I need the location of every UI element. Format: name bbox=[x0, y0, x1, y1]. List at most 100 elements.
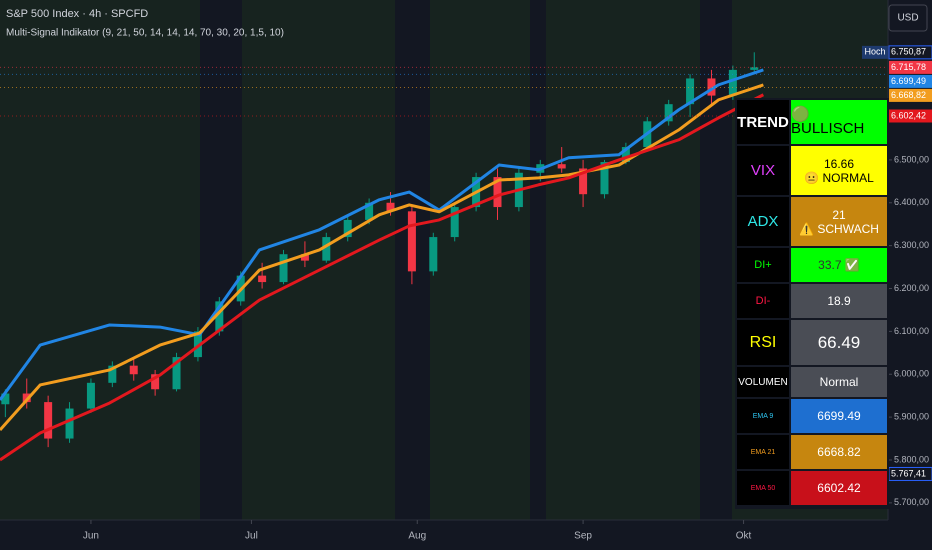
y-tick-label: 5.800,00 bbox=[894, 454, 929, 464]
y-tick-label: 6.300,00 bbox=[894, 240, 929, 250]
price-badge-label: 6.715,78 bbox=[891, 62, 926, 72]
candle-body bbox=[365, 202, 374, 220]
panel-row: DI+ 33.7 ✅ bbox=[737, 248, 887, 282]
row-value: Normal bbox=[819, 375, 859, 389]
candle-body bbox=[750, 67, 759, 70]
candle-body bbox=[258, 275, 267, 283]
session-band bbox=[530, 0, 546, 520]
row-label: VIX bbox=[737, 146, 789, 195]
candle-body bbox=[322, 237, 331, 261]
row-value: 6668.82 bbox=[817, 445, 861, 459]
candle-body bbox=[65, 408, 74, 439]
row-label: EMA 50 bbox=[737, 471, 789, 505]
row-value: 6699.49 bbox=[817, 409, 861, 423]
row-value-cell: 6699.49 bbox=[791, 399, 887, 433]
candle-body bbox=[493, 177, 502, 208]
signal-panel: TREND 🟢 BULLISCH VIX 16.66 😐 NORMAL ADX 21 ⚠️ S… bbox=[735, 98, 889, 509]
price-badge bbox=[889, 74, 932, 88]
candle-body bbox=[108, 365, 117, 383]
price-badge bbox=[888, 45, 932, 60]
y-tick-label: 6.200,00 bbox=[894, 283, 929, 293]
x-tick-label: Jun bbox=[83, 531, 99, 542]
panel-row: DI- 18.9 bbox=[737, 284, 887, 318]
panel-row: EMA 21 6668.82 bbox=[737, 435, 887, 469]
badge-name: Hoch bbox=[864, 47, 885, 57]
y-tick-label: 6.000,00 bbox=[894, 369, 929, 379]
price-badge-label: 5.767,41 bbox=[891, 468, 926, 478]
row-value-cell: 18.9 bbox=[791, 284, 887, 318]
x-tick-label: Okt bbox=[736, 531, 752, 542]
price-badge bbox=[889, 60, 932, 74]
x-tick-label: Aug bbox=[408, 531, 426, 542]
row-label: EMA 21 bbox=[737, 435, 789, 469]
price-badge-label: 6.750,87 bbox=[891, 47, 926, 57]
candle-body bbox=[707, 78, 716, 96]
candle-body bbox=[279, 254, 288, 283]
candle-body bbox=[44, 402, 53, 439]
candle-body bbox=[386, 202, 395, 212]
currency-label[interactable]: USD bbox=[897, 13, 918, 24]
y-tick-label: 6.400,00 bbox=[894, 197, 929, 207]
candle-body bbox=[557, 164, 566, 169]
row-value: 🟢 BULLISCH bbox=[791, 106, 865, 137]
row-label: RSI bbox=[737, 320, 789, 365]
panel-row: VOLUMEN Normal bbox=[737, 367, 887, 397]
candle-body bbox=[129, 365, 138, 375]
candle-body bbox=[1, 393, 10, 405]
candle-body bbox=[429, 237, 438, 272]
currency-button[interactable] bbox=[888, 4, 928, 32]
candle-body bbox=[193, 331, 202, 358]
ema-line bbox=[0, 93, 765, 462]
candle-body bbox=[86, 382, 95, 409]
candle-body bbox=[686, 78, 695, 105]
y-tick-label: 5.900,00 bbox=[894, 411, 929, 421]
candle-body bbox=[343, 219, 352, 238]
panel-row: VIX 16.66 😐 NORMAL bbox=[737, 146, 887, 195]
y-tick-label: 6.500,00 bbox=[894, 154, 929, 164]
candle-body bbox=[600, 162, 609, 195]
y-tick-label: 6.100,00 bbox=[894, 326, 929, 336]
y-tick-label: 5.700,00 bbox=[894, 497, 929, 507]
row-value-cell: 33.7 ✅ bbox=[791, 248, 887, 282]
candle-body bbox=[579, 168, 588, 195]
row-value: 33.7 ✅ bbox=[818, 258, 860, 272]
candle-body bbox=[450, 207, 459, 238]
candle-body bbox=[300, 254, 309, 261]
row-sub: 😐 NORMAL bbox=[804, 170, 874, 185]
price-badge bbox=[889, 109, 932, 123]
indicator-title: Multi-Signal Indikator (9, 21, 50, 14, 1… bbox=[6, 28, 284, 39]
row-value-cell: 66.49 bbox=[791, 320, 887, 365]
candle-body bbox=[728, 69, 737, 96]
candle-body bbox=[664, 104, 673, 122]
row-label: DI+ bbox=[737, 248, 789, 282]
price-badge bbox=[888, 466, 932, 481]
badge-name-bg bbox=[862, 45, 888, 59]
candle-body bbox=[407, 211, 416, 272]
ema-line bbox=[0, 68, 764, 401]
row-value-cell: 6668.82 bbox=[791, 435, 887, 469]
row-label: VOLUMEN bbox=[737, 367, 789, 397]
row-value: 16.66 bbox=[823, 156, 855, 171]
row-value-cell: 🟢 BULLISCH bbox=[791, 100, 887, 144]
row-value: 6602.42 bbox=[817, 481, 861, 495]
candle-body bbox=[172, 357, 181, 390]
row-label: ADX bbox=[737, 197, 789, 246]
row-label: TREND bbox=[737, 100, 789, 144]
price-badge-label: 6.699,49 bbox=[891, 76, 926, 86]
panel-row: TREND 🟢 BULLISCH bbox=[737, 100, 887, 144]
row-label: DI- bbox=[737, 284, 789, 318]
row-value: 18.9 bbox=[827, 294, 851, 308]
price-badge bbox=[889, 88, 932, 102]
row-value: 21 bbox=[832, 207, 846, 222]
row-sub: ⚠️ SCHWACH bbox=[799, 221, 879, 236]
panel-row: RSI 66.49 bbox=[737, 320, 887, 365]
symbol-title: S&P 500 Index · 4h · SPCFD bbox=[6, 8, 148, 20]
candle-body bbox=[215, 301, 224, 332]
panel-row: ADX 21 ⚠️ SCHWACH bbox=[737, 197, 887, 246]
session-band bbox=[200, 0, 242, 520]
panel-row: EMA 9 6699.49 bbox=[737, 399, 887, 433]
row-value-cell: 16.66 😐 NORMAL bbox=[791, 146, 887, 195]
session-band bbox=[700, 0, 732, 520]
price-badge-label: 6.668,82 bbox=[891, 90, 926, 100]
